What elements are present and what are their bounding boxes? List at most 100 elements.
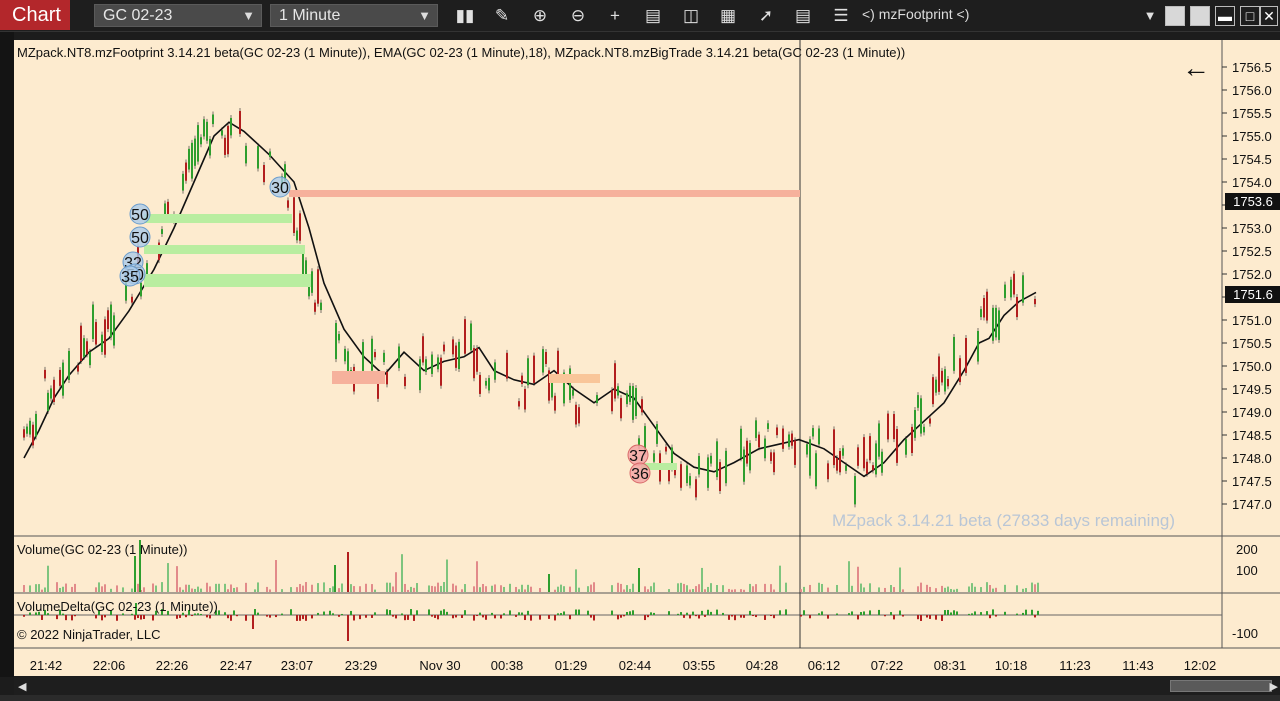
candle-body (335, 323, 337, 360)
delta-bar (323, 611, 325, 615)
candle-body (911, 426, 913, 453)
time-tick-label: Nov 30 (419, 658, 460, 673)
time-tick-label: 10:18 (995, 658, 1028, 673)
volume-bar (941, 585, 943, 592)
tile-icon[interactable] (1190, 6, 1210, 26)
volume-bar (710, 583, 712, 592)
dropdown-icon[interactable]: ▼ (1143, 8, 1157, 23)
chart-trader-icon[interactable]: ◫ (682, 6, 700, 25)
data-box-icon[interactable]: ▤ (644, 6, 662, 25)
indicators-icon[interactable]: ➚ (758, 6, 774, 25)
volume-bar (38, 584, 40, 592)
price-tick-label: 1754.5 (1232, 152, 1272, 167)
candle-body (404, 376, 406, 387)
candle-body (89, 351, 91, 366)
delta-bar (341, 613, 343, 615)
delta-bar (569, 615, 571, 620)
volume-bar (1025, 588, 1027, 592)
volume-bar (266, 586, 268, 592)
delta-bar (626, 612, 628, 615)
interval-value: 1 Minute (279, 7, 341, 24)
delta-bar (620, 615, 622, 618)
volume-bar (323, 582, 325, 592)
candle-body (524, 388, 526, 410)
delta-bar (974, 611, 976, 615)
properties-icon[interactable]: ☰ (833, 6, 849, 25)
volume-bar (920, 582, 922, 592)
time-tick-label: 21:42 (30, 658, 63, 673)
candle-body (422, 336, 424, 363)
scrollbar-thumb[interactable] (1170, 680, 1272, 692)
time-tick-label: 06:12 (808, 658, 841, 673)
volume-bar (554, 589, 556, 592)
volume-bar (629, 588, 631, 592)
candle-body (1016, 296, 1018, 318)
delta-bar (944, 610, 946, 615)
bar-type-icon[interactable]: ▮▮ (455, 6, 475, 25)
candle-body (101, 334, 103, 352)
candle-body (698, 456, 700, 475)
candle-body (815, 453, 817, 487)
volume-bar (728, 588, 730, 592)
candle-body (488, 378, 490, 391)
maximize-icon[interactable]: □ (1240, 6, 1260, 26)
volume-bar (749, 583, 751, 592)
volume-bar (191, 588, 193, 592)
volume-bar (290, 587, 292, 592)
price-tick-label: 1750.0 (1232, 359, 1272, 374)
delta-bar (950, 612, 952, 615)
volume-bar (548, 574, 550, 592)
delta-bar (851, 611, 853, 615)
zoom-out-icon[interactable]: ⊖ (570, 6, 586, 25)
volume-bar (218, 583, 220, 592)
delta-bar (131, 613, 133, 615)
candle-body (245, 145, 247, 164)
delta-bar (254, 609, 256, 615)
candle-body (431, 354, 433, 374)
crosshair-icon[interactable]: + (610, 6, 620, 25)
chart-tab[interactable]: Chart (0, 0, 70, 30)
volume-bar (995, 587, 997, 592)
big-trade-level (144, 214, 292, 223)
delta-bar (395, 615, 397, 619)
candle-body (206, 121, 208, 141)
candle-body (881, 451, 883, 473)
delta-bar (1034, 615, 1036, 618)
candle-body (671, 447, 673, 469)
volume-bar (374, 589, 376, 592)
candle-body (596, 395, 598, 404)
delta-bar (71, 615, 73, 621)
indicator-label[interactable]: <) mzFootprint <) (862, 6, 970, 22)
chart-canvas[interactable]: 1756.5 1756.0 1755.5 1755.0 1754.5 1754.0 1753… (14, 40, 1280, 676)
horizontal-scrollbar[interactable]: ◀ ▶ (14, 677, 1280, 695)
volume-bar (638, 568, 640, 592)
candle-body (437, 357, 439, 370)
delta-bar (161, 609, 163, 615)
close-icon[interactable]: ✕ (1260, 6, 1278, 26)
chart-area[interactable]: 1756.5 1756.0 1755.5 1755.0 1754.5 1754.0 1753… (14, 40, 1280, 676)
minimize-icon[interactable]: ▬ (1215, 6, 1235, 26)
instrument-selector[interactable]: GC 02-23 ▼ (94, 4, 262, 27)
volume-bar (110, 588, 112, 592)
candle-body (614, 363, 616, 399)
delta-bar (389, 610, 391, 615)
draw-pen-icon[interactable]: ✎ (494, 6, 510, 25)
back-arrow-icon[interactable]: ← (1182, 52, 1210, 83)
templates-icon[interactable]: ▤ (794, 6, 812, 25)
strategies-icon[interactable]: ▦ (719, 6, 737, 25)
delta-bar (734, 615, 736, 621)
scroll-right-icon[interactable]: ▶ (1269, 681, 1278, 693)
zoom-in-icon[interactable]: ⊕ (532, 6, 548, 25)
interval-selector[interactable]: 1 Minute ▼ (270, 4, 438, 27)
delta-bar (617, 615, 619, 620)
restore-icon[interactable] (1165, 6, 1185, 26)
volume-bar (41, 589, 43, 592)
scroll-left-icon[interactable]: ◀ (18, 681, 27, 693)
delta-bar (305, 615, 307, 621)
delta-bar (611, 610, 613, 615)
candle-body (92, 304, 94, 339)
delta-bar (1037, 610, 1039, 615)
candle-body (893, 414, 895, 440)
candle-body (914, 410, 916, 438)
delta-bar (578, 609, 580, 615)
